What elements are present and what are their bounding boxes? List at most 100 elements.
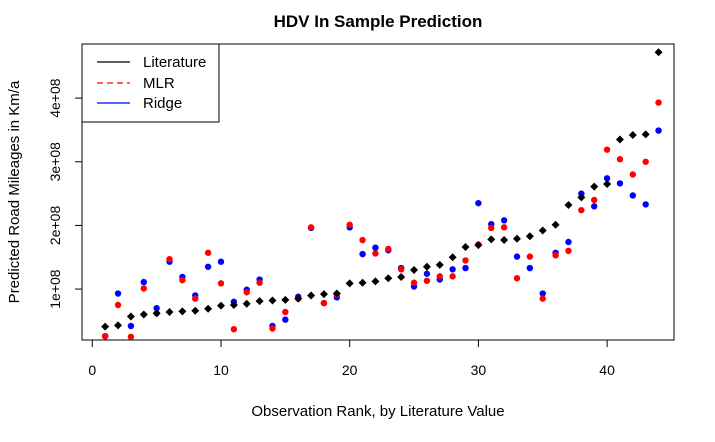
point-literature: [281, 295, 290, 304]
point-literature: [628, 131, 637, 140]
point-literature: [358, 278, 367, 287]
point-mlr: [410, 279, 418, 286]
point-ridge: [140, 278, 147, 286]
point-mlr: [603, 146, 611, 153]
point-literature: [641, 130, 650, 139]
point-literature: [500, 236, 509, 245]
point-literature: [590, 182, 599, 191]
point-mlr: [539, 295, 546, 302]
x-tick-label: 30: [471, 362, 487, 378]
point-literature: [178, 307, 187, 316]
point-mlr: [269, 325, 276, 332]
point-literature: [615, 135, 624, 144]
point-literature: [397, 272, 406, 281]
point-ridge: [217, 258, 225, 265]
point-mlr: [320, 299, 328, 307]
point-literature: [538, 226, 547, 235]
point-mlr: [114, 301, 122, 309]
point-mlr: [256, 279, 263, 286]
point-literature: [384, 274, 393, 283]
point-mlr: [217, 280, 225, 287]
point-mlr: [500, 224, 508, 231]
point-mlr: [552, 252, 559, 259]
point-mlr: [372, 250, 379, 257]
point-literature: [307, 291, 316, 300]
point-literature: [603, 180, 612, 189]
point-mlr: [307, 224, 315, 231]
chart-title: HDV In Sample Prediction: [274, 12, 483, 31]
x-axis: 0 10 20 30 40: [88, 339, 615, 378]
point-mlr: [488, 224, 495, 232]
point-mlr: [397, 266, 405, 273]
point-mlr: [166, 255, 173, 263]
point-ridge: [603, 175, 611, 182]
point-mlr: [578, 206, 585, 214]
point-mlr: [127, 333, 135, 341]
point-ridge: [500, 217, 508, 224]
y-tick-label: 2e+08: [47, 206, 63, 246]
point-ridge: [475, 199, 482, 207]
series-mlr: [101, 99, 662, 341]
point-literature: [216, 301, 225, 310]
point-ridge: [462, 264, 469, 272]
legend-label-mlr: MLR: [143, 75, 175, 92]
y-tick-label: 4e+08: [47, 78, 63, 118]
point-literature: [410, 265, 419, 274]
point-literature: [461, 243, 470, 252]
point-mlr: [436, 273, 443, 280]
legend-box: [81, 43, 220, 123]
y-tick-label: 1e+08: [47, 269, 63, 309]
point-ridge: [565, 238, 572, 246]
point-mlr: [513, 275, 521, 282]
point-literature: [512, 234, 521, 243]
point-literature: [448, 253, 457, 262]
point-mlr: [655, 99, 662, 106]
point-ridge: [629, 192, 637, 199]
point-literature: [101, 322, 110, 331]
point-literature: [564, 201, 573, 210]
point-mlr: [101, 332, 109, 340]
y-axis: 1e+08 2e+08 3e+08 4e+08: [47, 78, 83, 309]
point-ridge: [513, 253, 521, 260]
point-literature: [165, 307, 174, 316]
x-tick-label: 0: [88, 362, 96, 378]
x-tick-label: 20: [342, 362, 358, 378]
point-literature: [242, 299, 251, 308]
point-literature: [435, 260, 444, 269]
point-mlr: [591, 196, 598, 204]
point-literature: [204, 304, 213, 313]
point-literature: [268, 296, 277, 305]
point-literature: [114, 321, 123, 330]
point-literature: [487, 235, 496, 244]
point-literature: [294, 294, 303, 303]
point-ridge: [114, 290, 122, 297]
point-literature: [152, 309, 161, 318]
point-mlr: [359, 236, 366, 244]
point-ridge: [372, 244, 379, 251]
point-literature: [551, 220, 560, 229]
point-literature: [577, 193, 586, 202]
y-axis-label: Predicted Road Mileages in Km/a: [6, 80, 23, 303]
data-points: [101, 48, 663, 341]
point-mlr: [204, 249, 212, 256]
series-literature: [101, 48, 663, 331]
point-literature: [332, 289, 341, 298]
point-mlr: [642, 158, 649, 165]
point-literature: [191, 306, 200, 315]
point-mlr: [449, 273, 456, 280]
point-ridge: [282, 316, 289, 323]
point-literature: [371, 277, 380, 286]
x-axis-label: Observation Rank, by Literature Value: [251, 403, 504, 420]
point-mlr: [629, 171, 637, 178]
point-literature: [474, 241, 483, 250]
legend-label-ridge: Ridge: [143, 95, 182, 112]
point-literature: [139, 310, 148, 319]
series-ridge: [101, 127, 662, 340]
point-ridge: [616, 180, 624, 187]
point-literature: [319, 290, 328, 299]
point-ridge: [449, 266, 456, 273]
point-literature: [654, 48, 663, 57]
point-mlr: [243, 289, 250, 296]
x-tick-label: 40: [599, 362, 615, 378]
